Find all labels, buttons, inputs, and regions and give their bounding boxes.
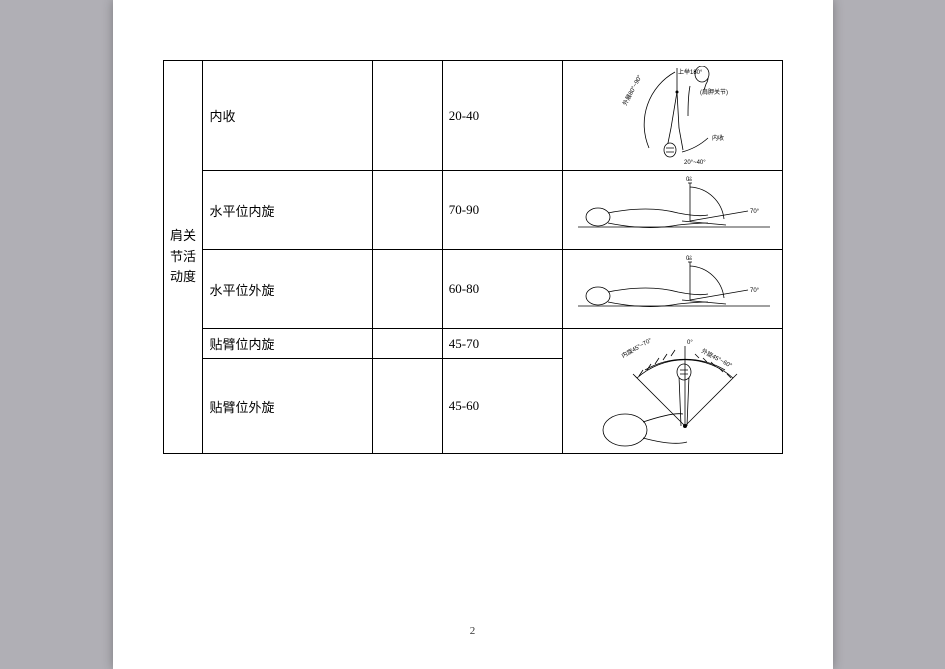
horizontal-rotation-diagram: 0° 70° xyxy=(572,175,772,245)
arm-rotation-overhead-diagram: 0° 内旋45°~70° 外旋45°~60° xyxy=(577,334,767,449)
diagram-label: (肩胛关节) xyxy=(700,88,728,96)
diagram-label: 0° xyxy=(686,177,692,183)
spare-cell xyxy=(372,171,442,250)
spare-cell xyxy=(372,329,442,359)
diagram-label: 70° xyxy=(750,288,760,294)
diagram-label: 0° xyxy=(687,340,693,346)
range-cell: 20-40 xyxy=(442,61,562,171)
rom-table: 肩关节活动度 内收 20-40 xyxy=(163,60,783,454)
diagram-cell: 上举180° (肩胛关节) 外展80°~90° 内收 20°~40° xyxy=(562,61,782,171)
category-label: 肩关节活动度 xyxy=(170,228,196,285)
range-cell: 45-70 xyxy=(442,329,562,359)
shoulder-abduction-diagram: 上举180° (肩胛关节) 外展80°~90° 内收 20°~40° xyxy=(582,66,762,166)
horizontal-rotation-diagram: 0° 70° xyxy=(572,254,772,324)
diagram-cell: 0° 70° xyxy=(562,250,782,329)
diagram-label: 20°~40° xyxy=(684,160,706,166)
diagram-cell: 0° 内旋45°~70° 外旋45°~60° xyxy=(562,329,782,454)
diagram-label: 外展80°~90° xyxy=(621,72,644,106)
page: 肩关节活动度 内收 20-40 xyxy=(113,0,833,669)
table-row: 水平位内旋 70-90 xyxy=(163,171,782,250)
diagram-label: 70° xyxy=(750,209,760,215)
movement-label: 贴臂位内旋 xyxy=(209,337,274,352)
diagram-label: 上举180° xyxy=(678,68,703,76)
spare-cell xyxy=(372,359,442,454)
range-cell: 70-90 xyxy=(442,171,562,250)
page-number: 2 xyxy=(113,625,833,637)
range-cell: 60-80 xyxy=(442,250,562,329)
movement-label: 水平位外旋 xyxy=(209,283,274,298)
table-row: 水平位外旋 60-80 xyxy=(163,250,782,329)
range-value: 70-90 xyxy=(449,202,479,217)
category-cell: 肩关节活动度 xyxy=(163,61,203,454)
movement-label: 内收 xyxy=(209,109,235,124)
movement-label: 水平位内旋 xyxy=(209,204,274,219)
movement-cell: 水平位外旋 xyxy=(203,250,373,329)
movement-cell: 水平位内旋 xyxy=(203,171,373,250)
range-value: 20-40 xyxy=(449,108,479,123)
range-value: 60-80 xyxy=(449,281,479,296)
range-cell: 45-60 xyxy=(442,359,562,454)
table-row: 贴臂位内旋 45-70 xyxy=(163,329,782,359)
diagram-label: 内收 xyxy=(712,134,724,142)
range-value: 45-60 xyxy=(449,398,479,413)
movement-cell: 贴臂位内旋 xyxy=(203,329,373,359)
diagram-cell: 0° 70° xyxy=(562,171,782,250)
range-value: 45-70 xyxy=(449,336,479,351)
diagram-label: 0° xyxy=(686,256,692,262)
diagram-label: 内旋45°~70° xyxy=(620,335,654,359)
movement-cell: 贴臂位外旋 xyxy=(203,359,373,454)
spare-cell xyxy=(372,250,442,329)
movement-cell: 内收 xyxy=(203,61,373,171)
table-row: 肩关节活动度 内收 20-40 xyxy=(163,61,782,171)
movement-label: 贴臂位外旋 xyxy=(209,400,274,415)
spare-cell xyxy=(372,61,442,171)
